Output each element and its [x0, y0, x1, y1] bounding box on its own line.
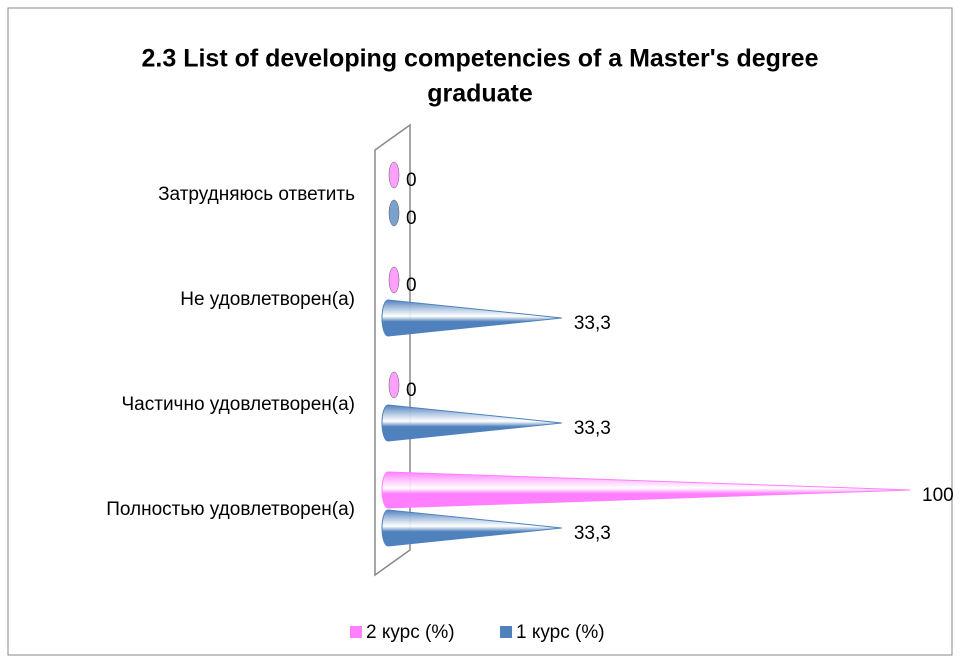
legend-swatch — [350, 626, 362, 638]
value-label: 33,3 — [574, 313, 611, 334]
value-label: 33,3 — [574, 418, 611, 439]
cone — [388, 161, 400, 189]
legend-swatch — [500, 626, 512, 638]
cone — [381, 299, 562, 337]
legend-label: 1 курс (%) — [516, 622, 605, 643]
category-label: Не удовлетворен(а) — [180, 289, 355, 310]
legend-label: 2 курс (%) — [366, 622, 455, 643]
chart-title: 2.3 List of developing competencies of a… — [142, 45, 819, 73]
cone — [388, 266, 400, 294]
cone — [388, 371, 400, 399]
value-label: 0 — [406, 275, 417, 296]
category-label: Частично удовлетворен(а) — [122, 394, 355, 415]
value-label: 0 — [406, 208, 417, 229]
cone — [381, 471, 911, 509]
value-label: 100 — [922, 485, 954, 506]
chart-border — [7, 7, 953, 656]
category-label: Затрудняюсь ответить — [158, 184, 355, 205]
value-label: 0 — [406, 170, 417, 191]
value-label: 33,3 — [574, 523, 611, 544]
cone — [381, 509, 562, 547]
cone — [388, 199, 400, 227]
chart-title: graduate — [427, 80, 533, 108]
value-label: 0 — [406, 380, 417, 401]
cone — [381, 404, 562, 442]
axis-wall — [374, 123, 411, 577]
category-label: Полностью удовлетворен(а) — [106, 499, 355, 520]
